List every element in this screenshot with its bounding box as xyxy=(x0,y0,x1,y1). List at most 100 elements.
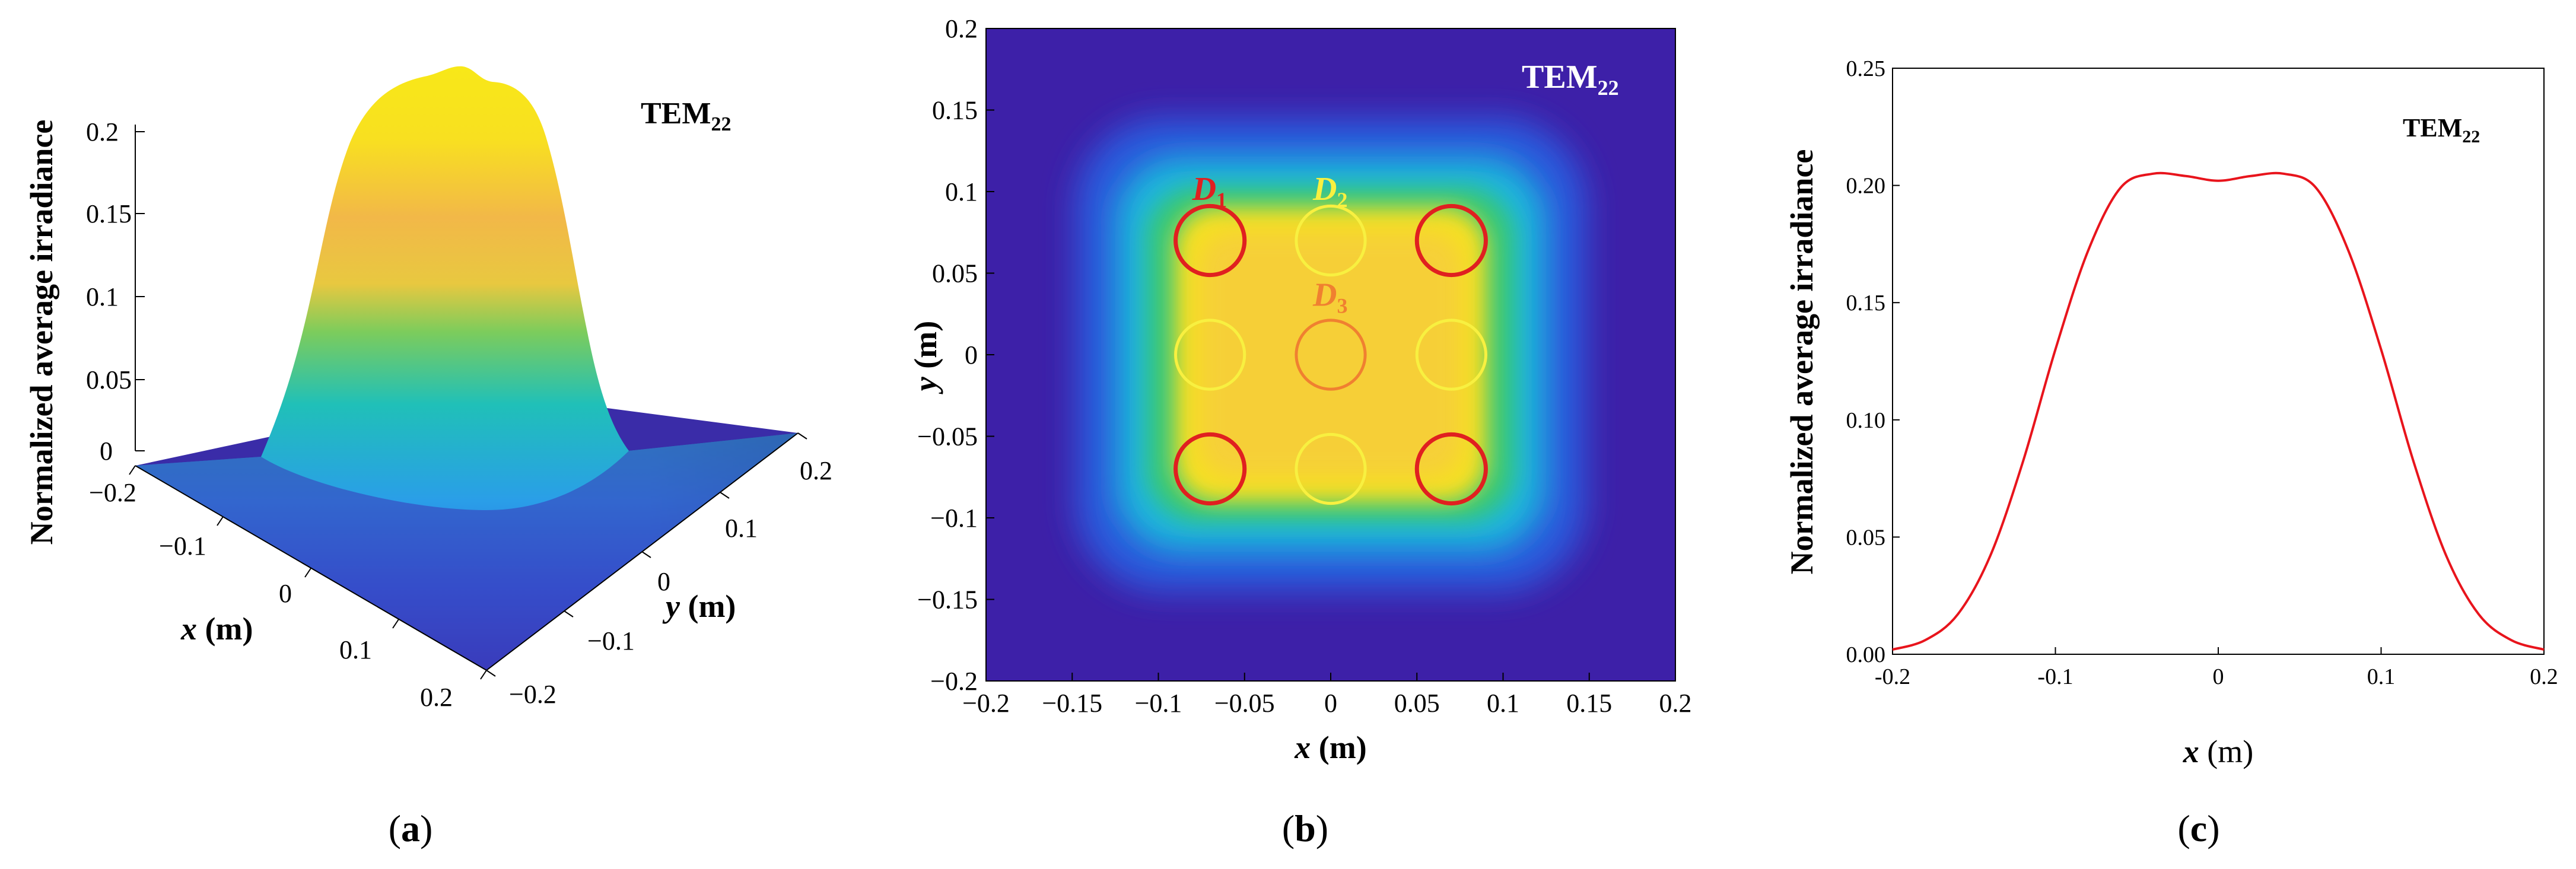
y-tick-label: 0.10 xyxy=(1846,408,1886,433)
line-y-axis-label: Normalized average irradiance xyxy=(1784,149,1820,575)
x-tick-label: 0 xyxy=(1324,689,1337,718)
y-tick-label: −0.2 xyxy=(930,667,978,696)
line-y-ticks: 0.00 0.05 0.10 0.15 0.20 0.25 xyxy=(1846,56,1900,667)
detector-d2-circle xyxy=(1295,432,1367,505)
x-tick-label: 0.2 xyxy=(420,683,453,712)
detector-d3-circle xyxy=(1295,319,1367,391)
y-tick-label: 0.1 xyxy=(725,514,758,543)
x-axis-line xyxy=(135,465,487,671)
y-tick-label: −0.05 xyxy=(917,422,978,451)
x-tick-label: −0.2 xyxy=(89,478,136,507)
detector-circles xyxy=(1173,203,1488,506)
x-tick-label: 0.2 xyxy=(1659,689,1692,718)
mode-sub: 22 xyxy=(1598,76,1619,100)
detector-label-d1: D1 xyxy=(1192,171,1227,212)
x-tick-label: −0.05 xyxy=(1214,689,1275,718)
y-tick-label: 0 xyxy=(657,567,670,596)
x-tick-label: 0.05 xyxy=(1394,689,1440,718)
surface-base-shadow xyxy=(135,433,798,670)
y-tick-label: 0.2 xyxy=(800,456,832,485)
x-axis-unit: (m) xyxy=(197,611,253,647)
y-tick-label: −0.1 xyxy=(587,626,635,655)
y-axis-ticks xyxy=(486,432,807,677)
y-axis-unit: (m) xyxy=(680,588,736,624)
panel-label-a: (a) xyxy=(389,807,433,849)
mode-label: TEM22 xyxy=(2403,113,2480,147)
y-tick-label: −0.15 xyxy=(917,585,978,615)
mode-main: TEM xyxy=(641,97,711,130)
x-tick-label: -0.2 xyxy=(1875,664,1910,689)
x-axis-unit: (m) xyxy=(1311,730,1366,765)
y-axis-label: y (m) xyxy=(662,588,736,624)
z-tick-label: 0.1 xyxy=(86,282,119,311)
y-tick-label: 0.00 xyxy=(1846,642,1886,667)
x-axis-var: x xyxy=(180,611,197,647)
detector-label-d3: D3 xyxy=(1312,277,1347,318)
detector-d1-circle xyxy=(1173,203,1247,278)
detector-label-sub: 3 xyxy=(1337,294,1347,318)
heatmap-image xyxy=(986,28,1675,681)
detector-label-main: D xyxy=(1312,277,1337,314)
mode-label: TEM22 xyxy=(1522,59,1619,100)
detector-label-main: D xyxy=(1312,171,1337,208)
y-tick-label: 0.05 xyxy=(1846,525,1886,550)
plot-frame xyxy=(1892,68,2545,655)
detector-label-d2: D2 xyxy=(1312,171,1347,212)
z-axis-label: Normalized average irradiance xyxy=(24,120,59,545)
line-x-ticks: -0.2 -0.1 0 0.1 0.2 xyxy=(1875,647,2558,689)
heatmap-y-axis-label: y (m) xyxy=(908,321,943,394)
y-tick-label: 0.15 xyxy=(932,96,978,125)
z-tick-label: 0.2 xyxy=(86,117,119,147)
detector-label-sub: 2 xyxy=(1337,188,1347,212)
x-tick-label: 0.1 xyxy=(2367,664,2396,689)
y-axis-var: y xyxy=(662,588,680,624)
detector-d1-circle xyxy=(1173,432,1247,506)
y-tick-label: 0.20 xyxy=(1846,174,1886,199)
y-tick-label: −0.2 xyxy=(509,680,556,709)
line-x-axis-label: x (m) xyxy=(2183,734,2253,769)
heatmap-x-ticks: −0.2 −0.15 −0.1 −0.05 0 0.05 0.1 0.15 0.2 xyxy=(962,673,1692,718)
x-tick-label: 0 xyxy=(279,579,292,608)
z-tick-label: 0.05 xyxy=(86,365,132,394)
series-line-tem22 xyxy=(1892,171,2545,651)
panel-b-heatmap: 0.20.150.10.050−0.05−0.1−0.15−0.2 −0.2 −0… xyxy=(908,14,1692,849)
x-tick-label: -0.1 xyxy=(2037,664,2073,689)
heatmap-x-axis-label: x (m) xyxy=(1294,730,1366,765)
x-axis-label: x (m) xyxy=(180,611,253,647)
y-axis-unit: (m) xyxy=(908,321,943,377)
x-axis-unit: (m) xyxy=(2199,734,2253,769)
mode-main: TEM xyxy=(1522,59,1598,96)
panel-letter: a xyxy=(401,807,420,849)
z-tick-label: 0 xyxy=(100,437,113,466)
panel-letter: c xyxy=(2190,807,2207,849)
y-tick-label: 0.25 xyxy=(1846,56,1886,81)
y-tick-label: 0.1 xyxy=(945,177,978,206)
x-axis-var: x xyxy=(2183,734,2199,769)
y-tick-label: 0.2 xyxy=(945,14,978,43)
detector-d2-circle xyxy=(1295,204,1367,277)
detector-label-main: D xyxy=(1192,171,1216,208)
mode-main: TEM xyxy=(2403,113,2462,142)
y-tick-label: 0.05 xyxy=(932,259,978,288)
x-tick-label: −0.15 xyxy=(1042,689,1102,718)
x-tick-label: −0.1 xyxy=(1135,689,1182,718)
detector-label-sub: 1 xyxy=(1216,188,1227,212)
z-axis-ticks xyxy=(135,131,145,451)
panel-label-c: (c) xyxy=(2177,807,2219,849)
panel-label-b: (b) xyxy=(1282,807,1328,849)
z-tick-label: 0.15 xyxy=(86,199,132,228)
detector-d2-circle xyxy=(1415,319,1487,391)
heatmap-y-ticks: 0.2 0.15 0.1 0.05 0 −0.05 −0.1 −0.15 −0.2 xyxy=(917,14,994,696)
x-tick-label: 0.2 xyxy=(2530,664,2558,689)
panel-a-surface-plot: 0 0.05 0.1 0.15 0.2 Normalized average i… xyxy=(24,66,832,849)
heatmap-orange-core xyxy=(1198,231,1463,478)
x-tick-label: 0.1 xyxy=(1487,689,1519,718)
x-axis-var: x xyxy=(1294,730,1311,765)
panel-letter: b xyxy=(1295,807,1316,849)
mode-sub: 22 xyxy=(2462,127,2480,147)
x-tick-label: −0.2 xyxy=(962,689,1010,718)
detector-d2-circle xyxy=(1174,319,1246,391)
x-tick-label: 0.15 xyxy=(1566,689,1612,718)
